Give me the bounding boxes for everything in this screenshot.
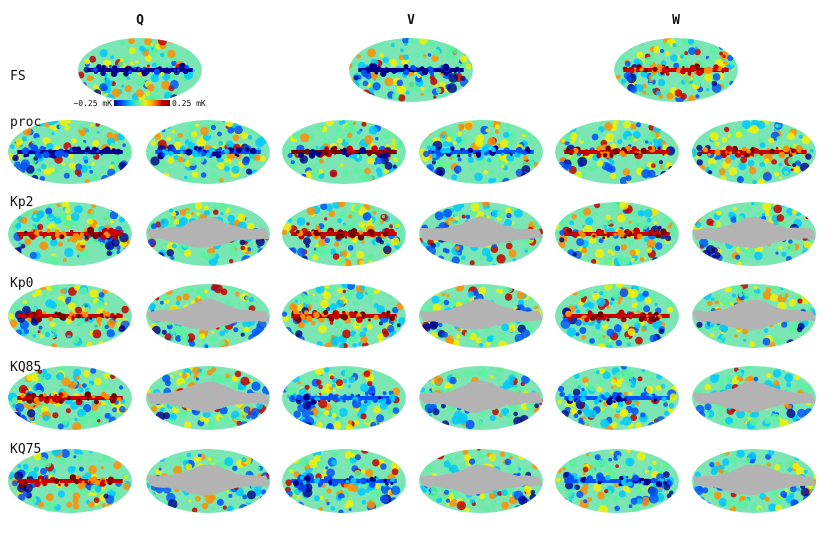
map-kq85-v-b: [419, 366, 543, 430]
map-kq75-v-b: [419, 449, 543, 513]
galactic-mask: [692, 464, 816, 495]
galactic-plane: [17, 150, 123, 154]
map-kp2-q-b: [146, 202, 270, 266]
galactic-mask: [692, 217, 816, 249]
map-kp2-w-b: [692, 202, 816, 266]
galactic-plane: [155, 150, 261, 154]
galactic-plane: [564, 479, 670, 483]
map-fs-w: [614, 38, 738, 102]
map-proc-w-b: [692, 120, 816, 184]
colorbar: −0.25 mK 0.25 mK: [73, 99, 205, 108]
map-proc-w-a: [555, 120, 679, 184]
map-kq85-q-a: [8, 366, 132, 430]
map-kq75-q-b: [146, 449, 270, 513]
galactic-mask: [692, 380, 816, 413]
map-kq85-q-b: [146, 366, 270, 430]
column-label-q: Q: [136, 13, 144, 28]
column-label-v: V: [407, 13, 415, 28]
galactic-plane: [17, 232, 123, 236]
map-kq75-v-a: [282, 449, 406, 513]
map-kq85-v-a: [282, 366, 406, 430]
map-kq85-w-a: [555, 366, 679, 430]
galactic-mask: [419, 298, 543, 330]
map-fs-q: [78, 38, 202, 102]
galactic-mask: [419, 216, 543, 248]
galactic-mask: [692, 300, 816, 331]
colorbar-max-label: 0.25 mK: [172, 99, 206, 108]
map-kp0-w-a: [555, 284, 679, 348]
column-label-w: W: [672, 13, 680, 28]
map-kq75-w-a: [555, 449, 679, 513]
map-proc-q-b: [146, 120, 270, 184]
map-proc-v-a: [282, 120, 406, 184]
galactic-plane: [17, 479, 123, 483]
maps-layer: [8, 38, 816, 513]
map-kq85-w-b: [692, 366, 816, 430]
galactic-mask: [419, 464, 543, 496]
map-kp2-v-a: [282, 202, 406, 266]
galactic-plane: [623, 68, 729, 72]
map-proc-q-a: [8, 120, 132, 184]
galactic-mask: [146, 464, 270, 496]
galactic-mask: [146, 381, 270, 413]
map-kp0-v-b: [419, 284, 543, 348]
map-kq75-w-b: [692, 449, 816, 513]
map-kp0-q-a: [8, 284, 132, 348]
galactic-mask: [146, 298, 270, 331]
map-kp0-w-b: [692, 284, 816, 348]
row-label-kp2: Kp2: [10, 195, 33, 210]
row-label-kp0: Kp0: [10, 276, 33, 291]
galactic-mask: [146, 217, 270, 248]
map-proc-v-b: [419, 120, 543, 184]
map-kp2-w-a: [555, 202, 679, 266]
map-kp0-v-a: [282, 284, 406, 348]
galactic-plane: [358, 68, 464, 72]
colorbar-min-label: −0.25 mK: [73, 99, 112, 108]
map-kp2-v-b: [419, 202, 543, 266]
map-fs-v: [349, 38, 473, 102]
row-label-kq85: KQ85: [10, 360, 41, 375]
row-label-kq75: KQ75: [10, 442, 41, 457]
row-label-proc: proc: [10, 115, 41, 130]
colorbar-gradient: [114, 100, 170, 106]
row-label-fs: FS: [10, 69, 26, 84]
galactic-mask: [419, 380, 543, 413]
galactic-plane: [291, 479, 397, 483]
galactic-plane: [291, 396, 397, 400]
map-kp0-q-b: [146, 284, 270, 348]
